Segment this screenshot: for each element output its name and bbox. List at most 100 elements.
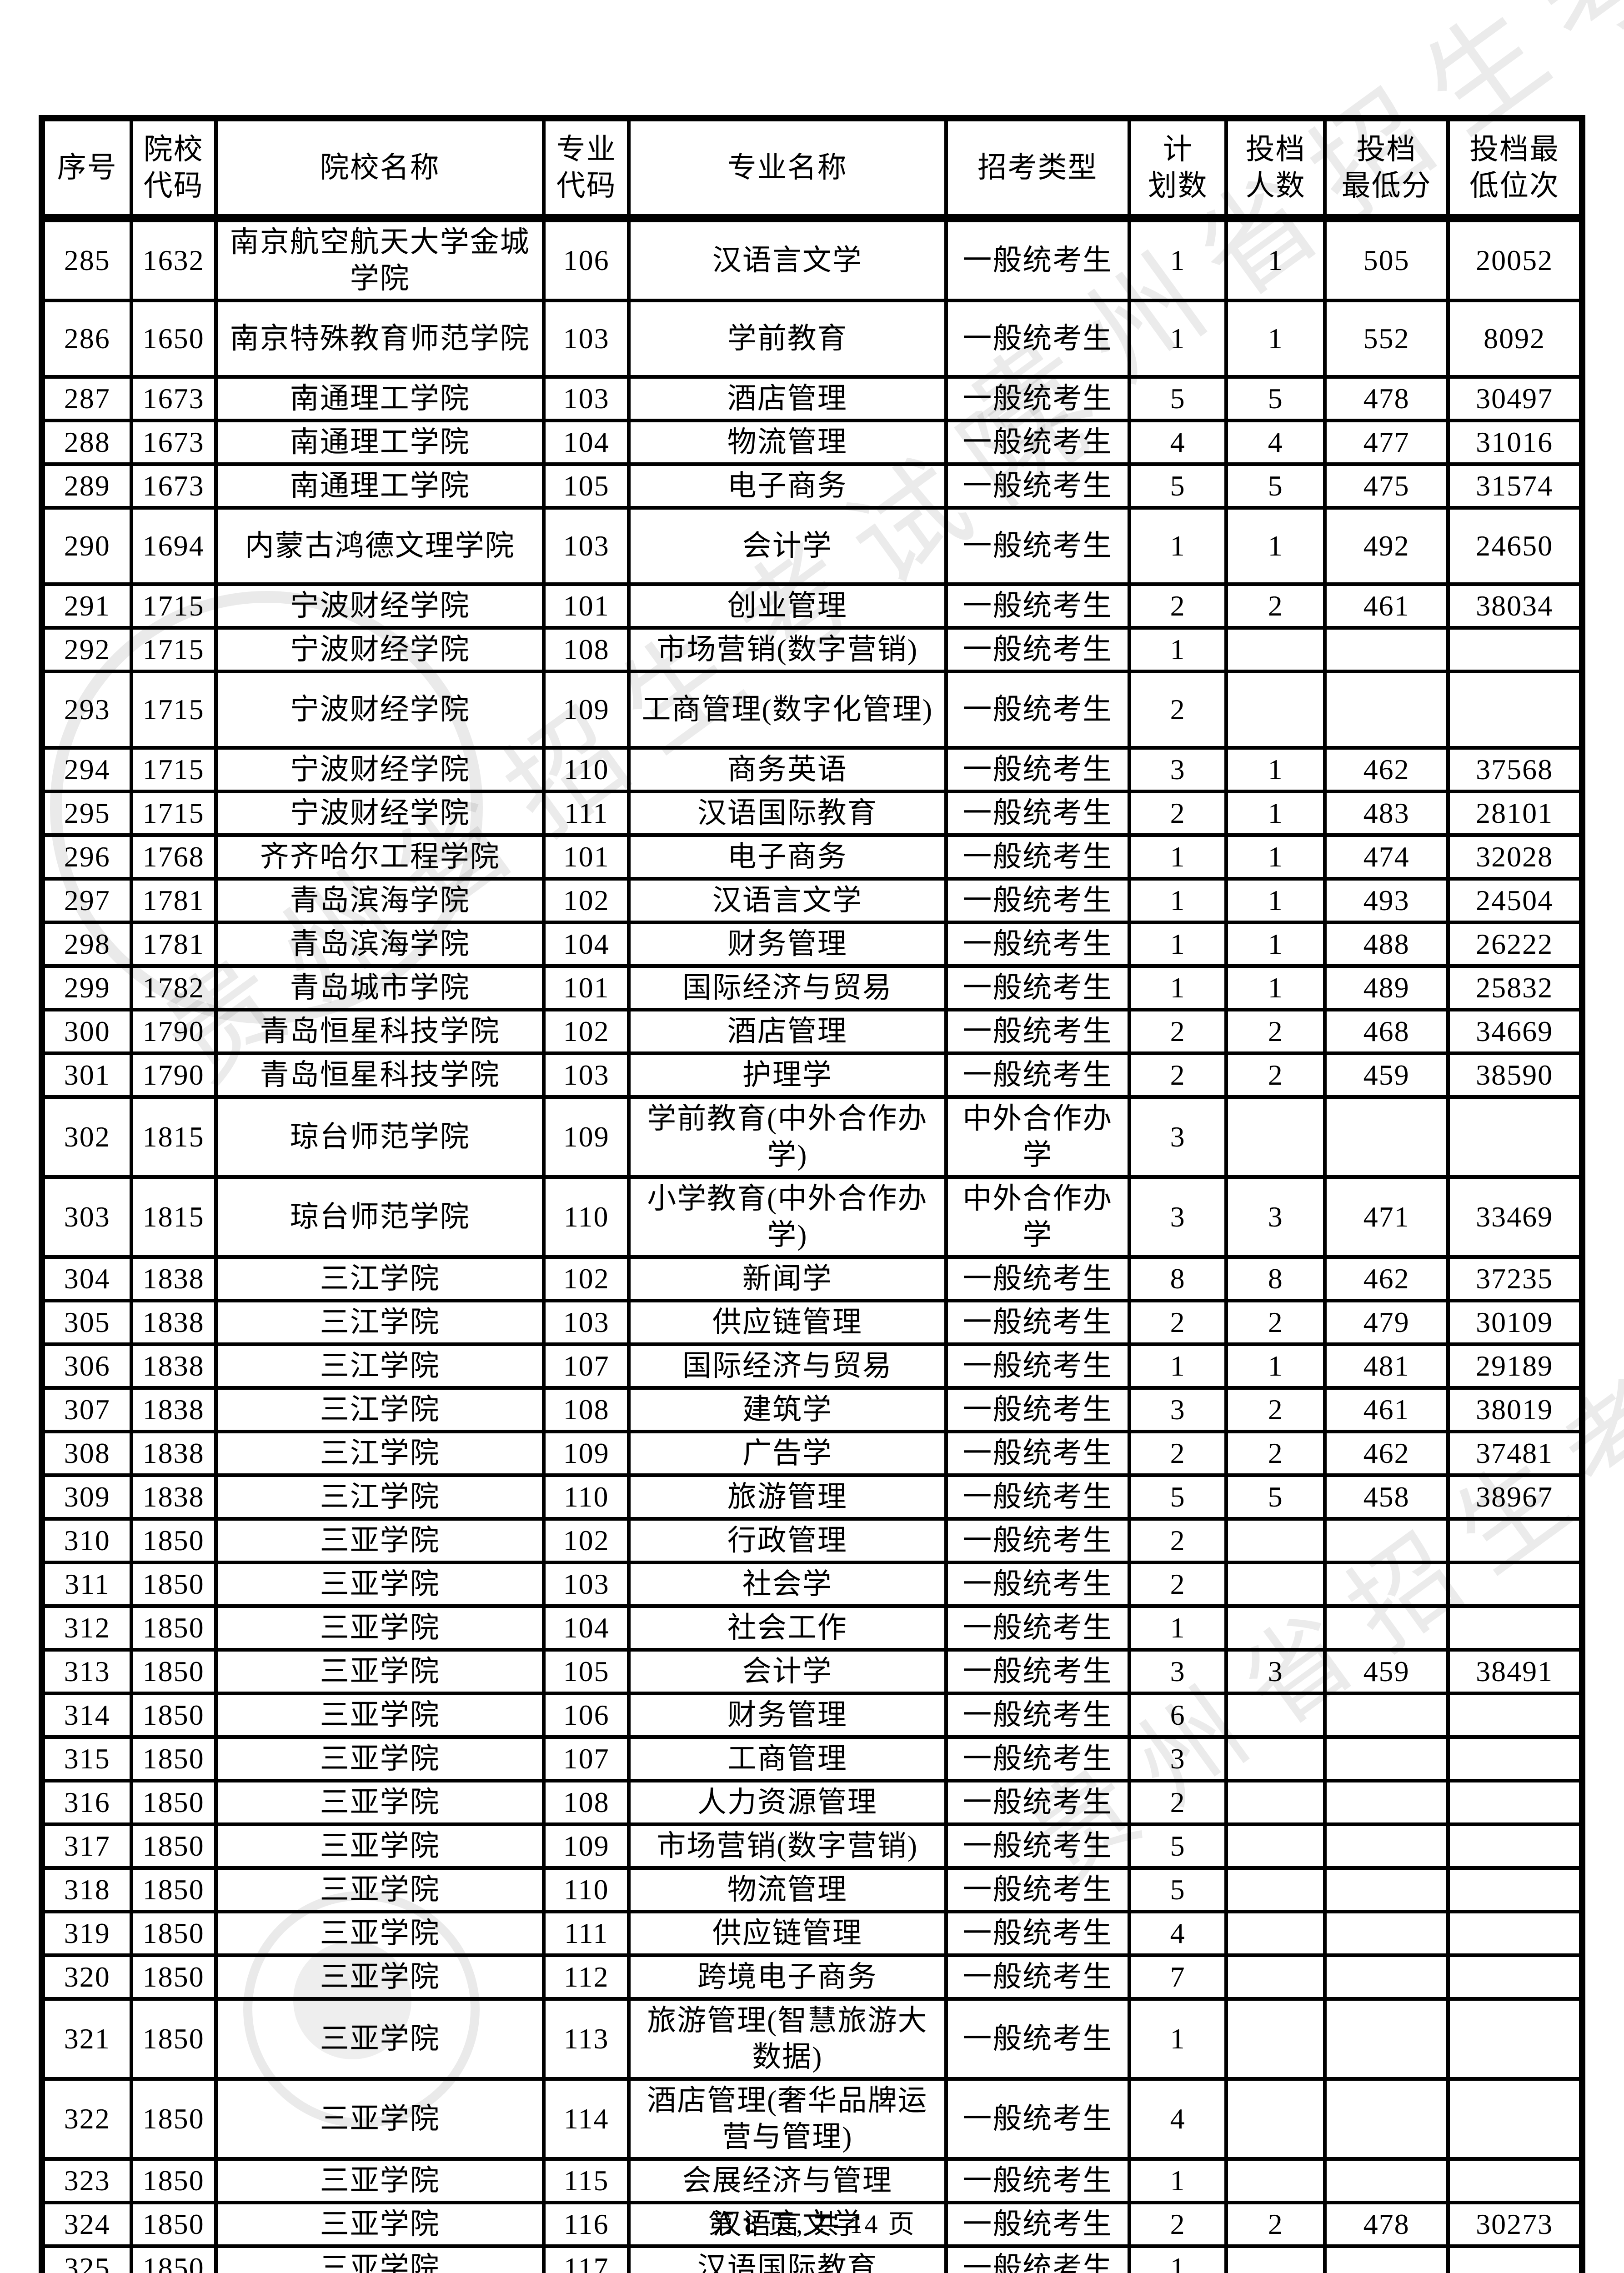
table-row: 306 1838 三江学院 107 国际经济与贸易 一般统考生 1 1 481 29189 — [40, 1342, 1584, 1390]
table-cell: 1 — [1224, 216, 1327, 302]
table-cell: 1 — [1127, 833, 1228, 881]
table-cell: 一般统考生 — [944, 1822, 1131, 1870]
table-row: 314 1850 三亚学院 106 财务管理 一般统考生 6 — [40, 1692, 1584, 1739]
table-cell: 1 — [1224, 790, 1327, 837]
table-cell — [1446, 1095, 1584, 1179]
table-row: 291 1715 宁波财经学院 101 创业管理 一般统考生 2 2 461 38034 — [40, 582, 1584, 630]
table-cell: 2 — [1127, 1051, 1228, 1099]
table-cell: 2 — [1224, 1430, 1327, 1477]
table-cell: 103 — [542, 1051, 631, 1099]
table-cell: 一般统考生 — [944, 2201, 1131, 2248]
table-cell: 2 — [1127, 1779, 1228, 1826]
table-cell: 1815 — [129, 1095, 218, 1179]
table-cell: 新闻学 — [627, 1255, 948, 1302]
table-cell — [1224, 1692, 1327, 1739]
table-cell: 一般统考生 — [944, 1910, 1131, 1957]
table-cell: 304 — [40, 1255, 133, 1302]
table-cell — [1446, 2077, 1584, 2161]
table-row: 285 1632 南京航空航天大学金城学院 106 汉语言文学 一般统考生 1 1 505 200… — [40, 216, 1584, 302]
table-cell: 南通理工学院 — [214, 375, 546, 422]
table-cell: 25832 — [1446, 964, 1584, 1011]
table-cell: 商务英语 — [627, 746, 948, 793]
table-cell: 302 — [40, 1095, 133, 1179]
table-row: 312 1850 三亚学院 104 社会工作 一般统考生 1 — [40, 1604, 1584, 1652]
table-cell: 108 — [542, 626, 631, 673]
table-cell: 2 — [1127, 1430, 1228, 1477]
table-cell: 110 — [542, 1473, 631, 1521]
table-cell — [1323, 1561, 1450, 1608]
table-body: 285 1632 南京航空航天大学金城学院 106 汉语言文学 一般统考生 1 1 505 200… — [40, 216, 1584, 2273]
table-cell: 1 — [1224, 877, 1327, 924]
table-cell — [1323, 626, 1450, 673]
table-cell: 104 — [542, 419, 631, 466]
table-cell: 110 — [542, 746, 631, 793]
table-cell: 人力资源管理 — [627, 1779, 948, 1826]
table-cell: 一般统考生 — [944, 375, 1131, 422]
table-cell: 青岛恒星科技学院 — [214, 1051, 546, 1099]
table-cell: 20052 — [1446, 216, 1584, 302]
table-cell: 学前教育 — [627, 299, 948, 379]
table-cell — [1446, 1735, 1584, 1782]
table-cell: 1 — [1127, 964, 1228, 1011]
table-cell: 312 — [40, 1604, 133, 1652]
table-cell: 南京航空航天大学金城学院 — [214, 216, 546, 302]
column-header: 院校名称 — [214, 116, 546, 222]
table-cell: 1 — [1224, 299, 1327, 379]
table-cell: 三亚学院 — [214, 2077, 546, 2161]
table-cell: 1715 — [129, 670, 218, 750]
table-cell: 1838 — [129, 1386, 218, 1433]
table-cell: 1838 — [129, 1342, 218, 1390]
table-cell: 478 — [1323, 2201, 1450, 2248]
table-row: 319 1850 三亚学院 111 供应链管理 一般统考生 4 — [40, 1910, 1584, 1957]
table-cell: 一般统考生 — [944, 626, 1131, 673]
table-cell — [1323, 1910, 1450, 1957]
table-cell: 108 — [542, 1386, 631, 1433]
column-header: 投档最 低位次 — [1446, 116, 1584, 222]
table-cell: 一般统考生 — [944, 1386, 1131, 1433]
table-cell: 一般统考生 — [944, 2244, 1131, 2273]
table-cell: 112 — [542, 1953, 631, 2001]
table-cell — [1224, 1604, 1327, 1652]
table-cell — [1446, 1604, 1584, 1652]
table-cell: 一般统考生 — [944, 1953, 1131, 2001]
table-row: 304 1838 三江学院 102 新闻学 一般统考生 8 8 462 37235 — [40, 1255, 1584, 1302]
table-row: 288 1673 南通理工学院 104 物流管理 一般统考生 4 4 477 31016 — [40, 419, 1584, 466]
table-cell: 一般统考生 — [944, 462, 1131, 510]
table-cell: 322 — [40, 2077, 133, 2161]
table-cell: 2 — [1127, 1299, 1228, 1346]
table-cell: 106 — [542, 1692, 631, 1739]
table-cell: 286 — [40, 299, 133, 379]
table-cell: 29189 — [1446, 1342, 1584, 1390]
table-cell: 学前教育(中外合作办学) — [627, 1095, 948, 1179]
table-cell — [1323, 1517, 1450, 1564]
table-cell: 1850 — [129, 2201, 218, 2248]
table-cell: 117 — [542, 2244, 631, 2273]
table-cell — [1323, 1735, 1450, 1782]
table-cell: 31574 — [1446, 462, 1584, 510]
column-header: 专业 代码 — [542, 116, 631, 222]
table-cell: 115 — [542, 2157, 631, 2204]
table-row: 299 1782 青岛城市学院 101 国际经济与贸易 一般统考生 1 1 489 25832 — [40, 964, 1584, 1011]
table-cell: 酒店管理(奢华品牌运营与管理) — [627, 2077, 948, 2161]
table-row: 310 1850 三亚学院 102 行政管理 一般统考生 2 — [40, 1517, 1584, 1564]
table-cell: 103 — [542, 1299, 631, 1346]
table-cell: 酒店管理 — [627, 375, 948, 422]
table-cell — [1446, 1822, 1584, 1870]
table-cell — [1446, 1779, 1584, 1826]
table-cell: 2 — [1224, 1008, 1327, 1055]
table-row: 300 1790 青岛恒星科技学院 102 酒店管理 一般统考生 2 2 468 34669 — [40, 1008, 1584, 1055]
table-cell: 三亚学院 — [214, 1779, 546, 1826]
table-cell — [1446, 626, 1584, 673]
table-cell: 一般统考生 — [944, 1561, 1131, 1608]
table-row: 298 1781 青岛滨海学院 104 财务管理 一般统考生 1 1 488 26222 — [40, 921, 1584, 968]
table-row: 307 1838 三江学院 108 建筑学 一般统考生 3 2 461 38019 — [40, 1386, 1584, 1433]
table-cell: 一般统考生 — [944, 2157, 1131, 2204]
table-cell — [1224, 670, 1327, 750]
table-cell: 292 — [40, 626, 133, 673]
table-cell: 111 — [542, 790, 631, 837]
table-cell: 1 — [1127, 877, 1228, 924]
table-cell: 316 — [40, 1779, 133, 1826]
table-cell: 109 — [542, 1430, 631, 1477]
table-cell: 475 — [1323, 462, 1450, 510]
table-cell: 2 — [1127, 1517, 1228, 1564]
